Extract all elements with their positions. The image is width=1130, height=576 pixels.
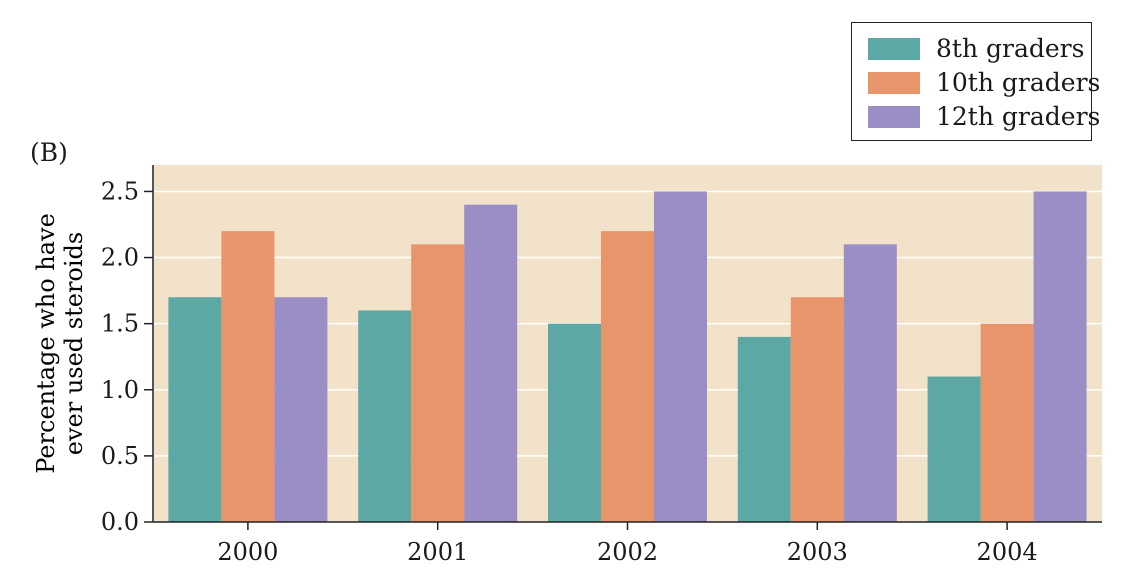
y-tick-label: 1.0 — [101, 376, 139, 404]
legend-item-10th: 10th graders — [868, 67, 1100, 99]
legend-swatch-8th — [868, 38, 920, 60]
legend-item-8th: 8th graders — [868, 33, 1084, 65]
legend-label-10th: 10th graders — [936, 68, 1101, 97]
y-ticks: 0.0 0.5 1.0 1.5 2.0 2.5 — [101, 177, 153, 536]
bar-2002-12th — [654, 191, 707, 522]
bar-2002-8th — [548, 323, 601, 522]
y-tick-label: 0.5 — [101, 442, 139, 470]
bar-2003-10th — [790, 297, 844, 522]
x-tick-label: 2001 — [407, 538, 468, 566]
bar-2004-12th — [1033, 191, 1087, 522]
bar-2000-12th — [274, 297, 328, 522]
bar-2000-10th — [221, 231, 275, 522]
legend-swatch-10th — [868, 72, 920, 94]
legend-label-12th: 12th graders — [936, 102, 1101, 131]
bar-2001-12th — [464, 204, 518, 522]
y-axis-label-line1: Percentage who have — [32, 213, 60, 474]
y-tick-label: 2.5 — [101, 177, 139, 205]
bar-2004-10th — [980, 323, 1034, 522]
x-tick-label: 2004 — [977, 538, 1038, 566]
y-tick-label: 0.0 — [101, 508, 139, 536]
legend-item-12th: 12th graders — [868, 101, 1100, 133]
y-axis-label-line2: ever used steroids — [60, 232, 88, 455]
x-tick-label: 2003 — [787, 538, 848, 566]
legend: 8th graders 10th graders 12th graders — [851, 22, 1100, 141]
legend-label-8th: 8th graders — [936, 34, 1085, 63]
bar-2003-12th — [843, 244, 897, 523]
x-tick-label: 2002 — [597, 538, 658, 566]
y-tick-label: 1.5 — [101, 310, 139, 338]
x-ticks: 2000 2001 2002 2003 2004 — [217, 522, 1038, 566]
bar-2001-10th — [411, 244, 465, 523]
bar-2001-8th — [358, 310, 412, 522]
panel-label: (B) — [30, 138, 68, 167]
bar-2000-8th — [168, 297, 222, 522]
legend-swatch-12th — [868, 106, 920, 128]
bars — [168, 191, 1087, 523]
x-tick-label: 2000 — [217, 538, 278, 566]
y-tick-label: 2.0 — [101, 244, 139, 272]
bar-2002-10th — [601, 231, 654, 522]
bar-2004-8th — [927, 376, 981, 522]
bar-2003-8th — [737, 336, 791, 522]
